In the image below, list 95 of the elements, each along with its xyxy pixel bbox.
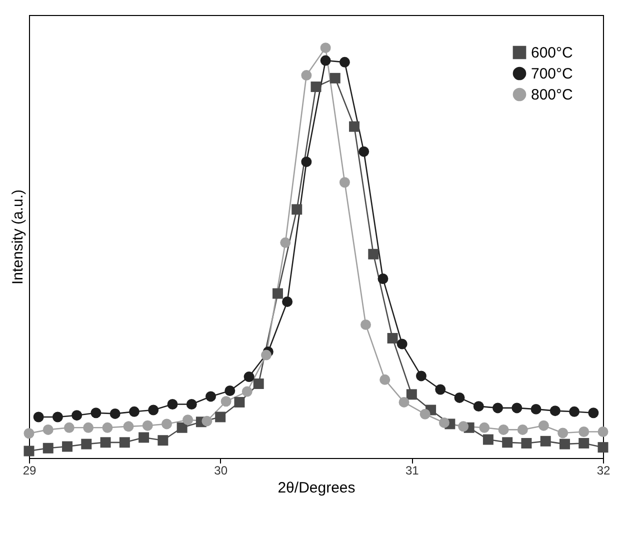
point	[186, 399, 197, 410]
point	[310, 82, 322, 92]
point	[330, 72, 340, 84]
point	[558, 428, 568, 438]
point	[42, 424, 54, 435]
point	[517, 424, 528, 435]
point	[473, 401, 484, 412]
point	[42, 442, 54, 454]
point	[220, 396, 232, 407]
point	[52, 412, 63, 422]
legend-label: 600°C	[531, 44, 574, 62]
point	[272, 288, 283, 299]
point	[292, 204, 302, 215]
point	[420, 408, 430, 420]
point	[110, 408, 120, 419]
point	[224, 385, 236, 396]
point	[360, 319, 371, 330]
point	[559, 438, 570, 450]
point	[138, 432, 150, 443]
point	[253, 378, 264, 389]
point	[339, 56, 350, 68]
point	[320, 42, 331, 54]
point	[578, 438, 590, 448]
point	[598, 442, 608, 453]
point	[123, 421, 134, 432]
point	[142, 420, 153, 431]
point	[416, 370, 426, 382]
point	[148, 404, 159, 416]
x-tick-label: 32	[596, 464, 610, 478]
point	[438, 417, 450, 428]
point	[182, 414, 194, 426]
point	[578, 426, 590, 437]
point	[234, 396, 245, 408]
point	[540, 436, 551, 446]
point	[538, 420, 549, 431]
point	[398, 396, 410, 408]
point	[102, 422, 113, 433]
point	[280, 237, 291, 248]
point	[206, 391, 216, 402]
point	[81, 438, 92, 450]
point	[320, 55, 331, 66]
point	[119, 437, 130, 448]
x-axis-title: 2θ/Degrees	[278, 480, 356, 496]
point	[396, 338, 408, 350]
point	[100, 437, 111, 448]
point	[588, 408, 599, 418]
point	[301, 70, 312, 81]
point	[64, 422, 74, 433]
point	[244, 372, 254, 382]
point	[242, 386, 252, 397]
x-tick-label: 30	[214, 464, 228, 478]
point	[158, 435, 168, 446]
point	[479, 422, 490, 433]
point	[387, 332, 398, 344]
point	[24, 446, 34, 456]
point	[380, 374, 390, 385]
point	[339, 177, 350, 188]
point	[162, 418, 172, 430]
point	[167, 399, 178, 410]
point	[521, 438, 532, 448]
point	[498, 424, 509, 435]
point	[482, 434, 494, 445]
point	[502, 437, 513, 448]
legend-label: 700°C	[531, 66, 574, 82]
point	[378, 274, 388, 284]
point	[62, 441, 73, 452]
point	[458, 421, 469, 432]
point	[90, 408, 102, 418]
point	[301, 156, 312, 168]
legend-label: 800°C	[531, 86, 574, 104]
x-tick-label: 29	[22, 464, 36, 478]
point	[261, 350, 272, 360]
y-axis-title: Intensity (a.u.)	[10, 189, 26, 285]
point	[512, 402, 522, 414]
point	[349, 121, 360, 132]
point	[492, 402, 504, 414]
point	[569, 406, 580, 417]
point	[72, 410, 82, 421]
point	[202, 416, 212, 426]
point	[24, 428, 34, 439]
point	[550, 406, 560, 416]
point	[406, 389, 417, 400]
point	[83, 422, 94, 433]
point	[454, 392, 465, 403]
point	[530, 404, 542, 414]
point	[435, 384, 446, 395]
point	[176, 422, 188, 433]
point	[282, 296, 293, 307]
point	[368, 248, 379, 260]
point	[358, 146, 370, 157]
x-tick-label: 31	[405, 464, 420, 478]
point	[598, 426, 608, 437]
point	[215, 412, 226, 422]
point	[33, 412, 44, 422]
point	[128, 406, 140, 417]
